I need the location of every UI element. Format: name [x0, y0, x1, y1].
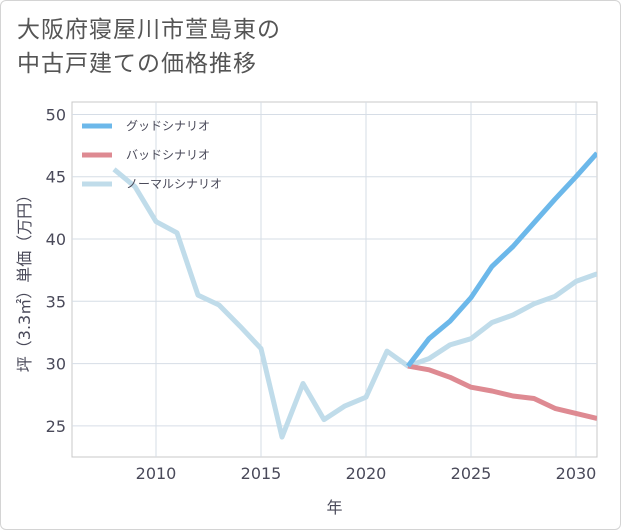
x-tick-label-2020: 2020: [346, 464, 387, 483]
chart-title-line-2: 中古戸建ての価格推移: [17, 51, 257, 77]
legend-label-1: バッドシナリオ: [126, 148, 210, 162]
legend-label-0: グッドシナリオ: [126, 119, 210, 133]
y-axis-title: 坪（3.3㎡）単価（万円）: [15, 187, 34, 372]
x-tick-label-2030: 2030: [556, 464, 597, 483]
legend-label-2: ノーマルシナリオ: [126, 177, 222, 191]
y-tick-label-50: 50: [46, 105, 66, 124]
chart-title-line-1: 大阪府寝屋川市萱島東の: [17, 17, 281, 43]
series-line-2: [112, 167, 597, 440]
x-tick-label-2015: 2015: [241, 464, 282, 483]
y-tick-label-40: 40: [46, 230, 66, 249]
x-axis-title: 年: [326, 498, 342, 517]
series-line-0: [406, 151, 597, 368]
y-tick-label-30: 30: [46, 355, 66, 374]
x-tick-label-2025: 2025: [451, 464, 492, 483]
x-tick-label-2010: 2010: [136, 464, 177, 483]
y-tick-label-35: 35: [46, 292, 66, 311]
y-tick-label-25: 25: [46, 417, 66, 436]
chart-title: 大阪府寝屋川市萱島東の 中古戸建ての価格推移: [17, 13, 417, 81]
series-line-1: [407, 363, 597, 421]
plot-area: [71, 101, 598, 458]
y-tick-label-45: 45: [46, 168, 66, 187]
